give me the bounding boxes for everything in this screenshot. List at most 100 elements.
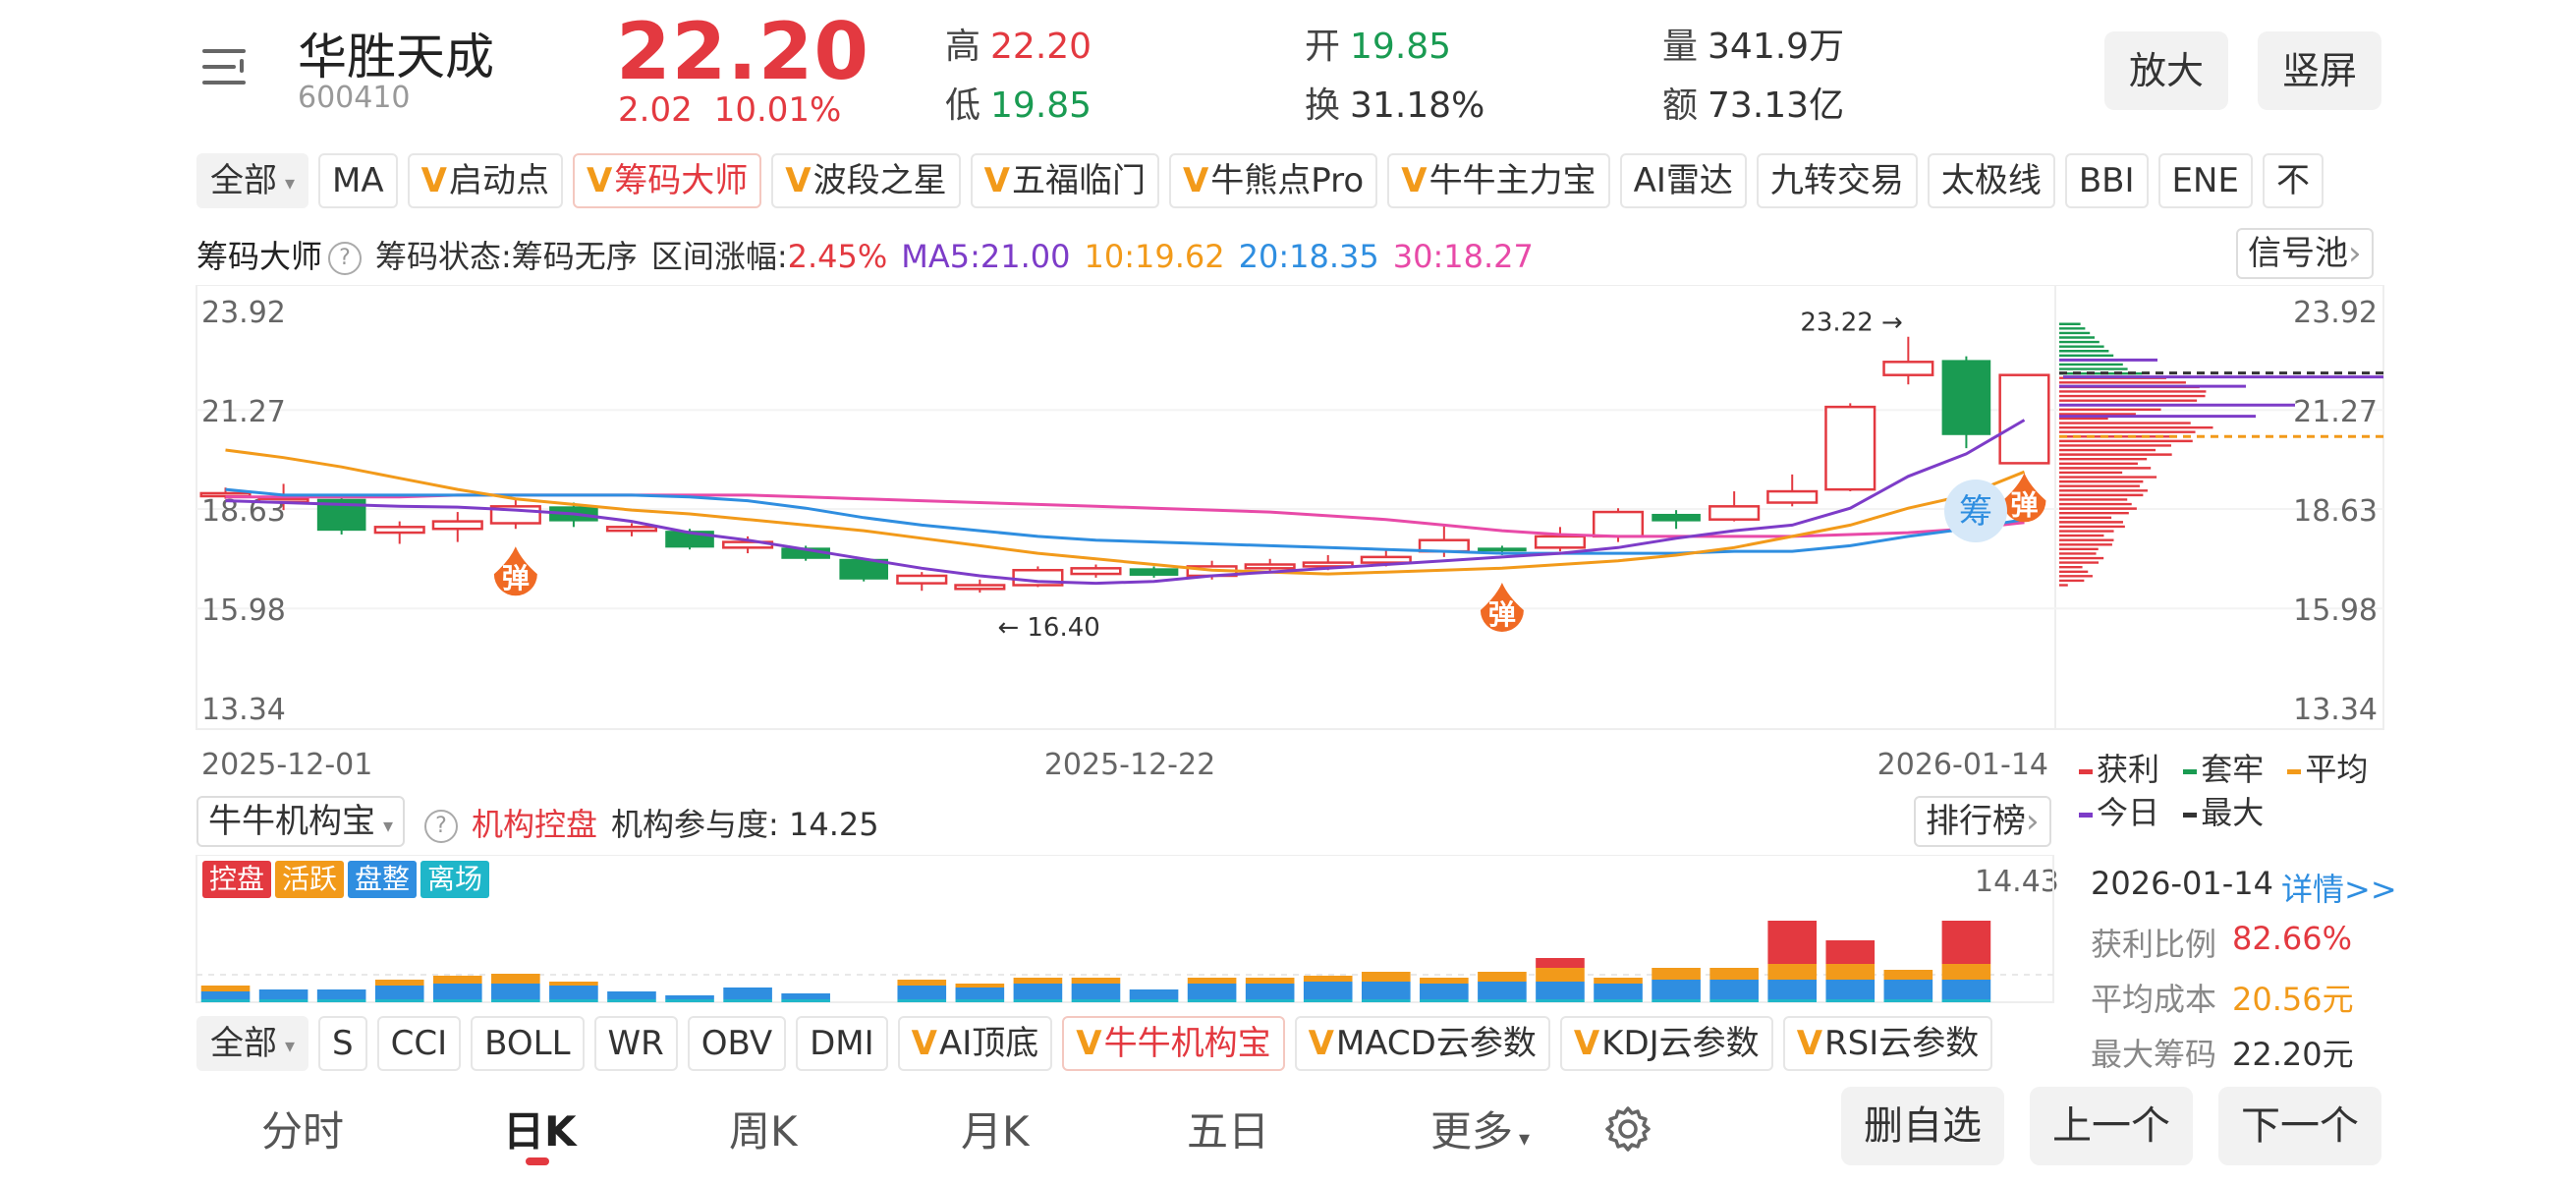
remove-favorite-button[interactable]: 删自选: [1841, 1087, 2004, 1165]
vip-icon: V: [785, 161, 812, 200]
vip-icon: V: [1076, 1024, 1102, 1063]
ma30-value: 30:18.27: [1392, 238, 1534, 275]
sub-indicator-tab-9[interactable]: VMACD云参数: [1294, 1016, 1550, 1071]
inst-bar-blue: [897, 986, 947, 999]
svg-text:弹: 弹: [1488, 598, 1516, 631]
inst-bar-cyan: [1013, 999, 1063, 1002]
active-tab-indicator: [526, 1157, 549, 1165]
prev-stock-button[interactable]: 上一个: [2030, 1087, 2193, 1165]
legend-trapped: 套牢: [2183, 751, 2264, 788]
indicator-tab-4[interactable]: V波段之星: [771, 153, 961, 208]
rank-button[interactable]: 排行榜›: [1914, 796, 2051, 847]
indicator-tab-label: ENE: [2171, 161, 2239, 200]
indicator-tab-12[interactable]: ENE: [2157, 153, 2253, 208]
inst-bar-orange: [1187, 978, 1237, 984]
inst-help-icon[interactable]: ?: [424, 810, 458, 843]
indicator-tab-10[interactable]: 太极线: [1927, 153, 2055, 208]
indicator-tab-2[interactable]: V启动点: [407, 153, 563, 208]
inst-bar-cyan: [1071, 999, 1121, 1002]
sub-indicator-tab-10[interactable]: VKDJ云参数: [1559, 1016, 1773, 1071]
indicator-tab-label: 九转交易: [1769, 161, 1904, 200]
inst-bar-cyan: [897, 999, 947, 1002]
volume-stat: 量 341.9万: [1662, 27, 1845, 67]
inst-bar-chart: [196, 855, 2054, 1003]
indicator-tab-0[interactable]: 全部 ▾: [196, 153, 309, 208]
inst-bar-cyan: [432, 999, 482, 1002]
candle-body: [839, 558, 889, 580]
candle-body: [1941, 360, 1991, 435]
current-price: 22.20: [616, 6, 870, 97]
detail-link[interactable]: 详情>>: [2281, 871, 2397, 908]
min-price-annotation: ← 16.40: [997, 613, 1099, 643]
sub-indicator-tab-3[interactable]: BOLL: [471, 1016, 585, 1071]
next-stock-button[interactable]: 下一个: [2218, 1087, 2381, 1165]
avg-cost-label: 平均成本: [2091, 981, 2217, 1018]
change-pct: 10.01%: [713, 90, 842, 130]
ma10-value: 10:19.62: [1084, 238, 1225, 275]
tab-intraday[interactable]: 分时: [261, 1107, 345, 1156]
indicator-tab-8[interactable]: AI雷达: [1619, 153, 1747, 208]
sub-indicator-tab-5[interactable]: OBV: [687, 1016, 787, 1071]
indicator-tab-7[interactable]: V牛牛主力宝: [1387, 153, 1610, 208]
inst-bar-blue: [1361, 982, 1411, 999]
caret-down-icon: ▾: [285, 1033, 296, 1057]
tab-five-day[interactable]: 五日: [1187, 1107, 1270, 1156]
sub-indicator-tab-1[interactable]: S: [318, 1016, 367, 1071]
more-dropdown[interactable]: 更多 ▾: [1430, 1107, 1531, 1156]
inst-max-value: 14.43: [1975, 865, 2059, 899]
indicator-tab-label: 波段之星: [812, 161, 947, 200]
inst-bar-blue: [955, 988, 1005, 999]
indicator-tab-5[interactable]: V五福临门: [970, 153, 1159, 208]
chip-state: 筹码状态:筹码无序: [375, 238, 638, 275]
candle-body: [1129, 568, 1179, 576]
open-stat: 开 19.85: [1305, 27, 1452, 67]
indicator-tab-row: 全部 ▾ MA V启动点 V筹码大师 V波段之星 V五福临门 V牛熊点Pro V牛牛主力宝 AI雷…: [196, 153, 2387, 210]
settings-gear-icon[interactable]: [1603, 1104, 1652, 1154]
inst-bar-cyan: [1361, 999, 1411, 1002]
inst-bar-orange: [1767, 964, 1818, 980]
inst-bar-blue: [723, 988, 772, 999]
sub-indicator-tab-7[interactable]: VAI顶底: [897, 1016, 1053, 1071]
y-tick-label-left: 23.92: [201, 296, 286, 330]
inst-bar-orange: [1941, 964, 1991, 980]
portrait-button[interactable]: 竖屏: [2258, 31, 2381, 110]
sub-indicator-tab-11[interactable]: VRSI云参数: [1782, 1016, 1993, 1071]
candle-body: [1592, 510, 1645, 538]
y-tick-label-right: 18.63: [2293, 494, 2378, 529]
inst-bar-red: [1825, 940, 1876, 964]
sub-indicator-tab-8[interactable]: V牛牛机构宝: [1062, 1016, 1285, 1071]
sub-indicator-tab-2[interactable]: CCI: [376, 1016, 462, 1071]
candle-body: [1302, 561, 1354, 568]
tab-weekly-k[interactable]: 周K: [729, 1107, 798, 1156]
chip-info-line: 筹码大师? 筹码状态:筹码无序 区间涨幅:2.45% MA5:21.00 10:19.6…: [196, 232, 1547, 277]
sub-indicator-tab-4[interactable]: WR: [593, 1016, 678, 1071]
inst-indicator-select[interactable]: 牛牛机构宝 ▾: [196, 796, 406, 847]
tab-daily-k[interactable]: 日K: [503, 1107, 577, 1156]
indicator-tab-6[interactable]: V牛熊点Pro: [1168, 153, 1378, 208]
y-tick-label-right: 13.34: [2293, 693, 2378, 727]
indicator-tab-11[interactable]: BBI: [2064, 153, 2149, 208]
inst-bar-blue: [1767, 980, 1818, 999]
help-icon[interactable]: ?: [328, 242, 363, 275]
indicator-tab-label: 牛牛主力宝: [1428, 161, 1596, 200]
zoom-button[interactable]: 放大: [2104, 31, 2228, 110]
inst-bar-cyan: [1303, 999, 1353, 1002]
inst-bar-cyan: [1245, 999, 1295, 1002]
sub-indicator-tab-0[interactable]: 全部 ▾: [196, 1016, 309, 1071]
inst-bar-cyan: [549, 999, 598, 1002]
inst-bar-cyan: [723, 999, 772, 1002]
signal-pool-button[interactable]: 信号池›: [2236, 228, 2374, 279]
low-stat: 低 19.85: [945, 85, 1092, 126]
indicator-tab-3[interactable]: V筹码大师: [572, 153, 762, 208]
candle-body: [1478, 547, 1527, 552]
menu-icon[interactable]: [202, 47, 253, 86]
vip-icon: V: [983, 161, 1010, 200]
indicator-tab-13[interactable]: 不: [2262, 153, 2324, 208]
sub-indicator-tab-row: 全部 ▾ S CCI BOLL WR OBV DMI VAI顶底 V牛牛机构宝 VMACD云参数 VK…: [196, 1016, 2063, 1073]
indicator-tab-9[interactable]: 九转交易: [1756, 153, 1918, 208]
sub-indicator-tab-6[interactable]: DMI: [796, 1016, 888, 1071]
tab-monthly-k[interactable]: 月K: [961, 1107, 1030, 1156]
indicator-tab-1[interactable]: MA: [318, 153, 398, 208]
x-axis-label: 2025-12-01: [201, 748, 372, 782]
